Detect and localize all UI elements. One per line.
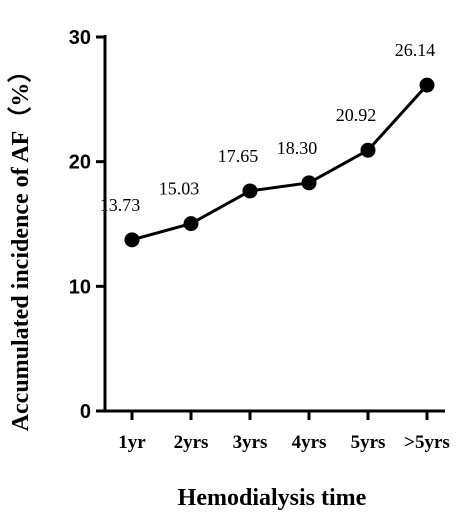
x-ticks: 1yr 2yrs 3yrs 4yrs 5yrs >5yrs [118,411,450,453]
x-tick-label: 3yrs [233,432,268,453]
data-labels: 13.73 15.03 17.65 18.30 20.92 26.14 [100,40,436,215]
data-point [124,232,140,248]
axes [103,35,445,413]
y-tick-label: 0 [80,401,91,423]
data-points [124,77,435,248]
data-label: 15.03 [159,179,200,199]
data-point [183,216,199,232]
data-label: 17.65 [218,146,259,166]
y-tick-label: 30 [69,27,91,49]
data-point [419,77,435,93]
x-tick-label: 1yr [118,432,146,453]
data-label: 13.73 [100,195,141,215]
data-point [301,175,317,191]
y-ticks: 0 10 20 30 [69,27,105,423]
data-point [242,183,258,199]
x-axis-title: Hemodialysis time [178,485,367,511]
x-tick-label: 4yrs [292,432,327,453]
data-point [360,142,376,158]
y-axis-title: Accumulated incidence of AF（%） [7,59,34,432]
x-tick-label: >5yrs [404,432,450,453]
y-tick-label: 20 [69,152,91,174]
data-label: 26.14 [395,40,436,60]
x-tick-label: 2yrs [174,432,209,453]
data-label: 20.92 [336,105,377,125]
data-label: 18.30 [277,138,318,158]
y-tick-label: 10 [69,276,91,298]
series-line [131,84,429,242]
x-tick-label: 5yrs [351,432,386,453]
